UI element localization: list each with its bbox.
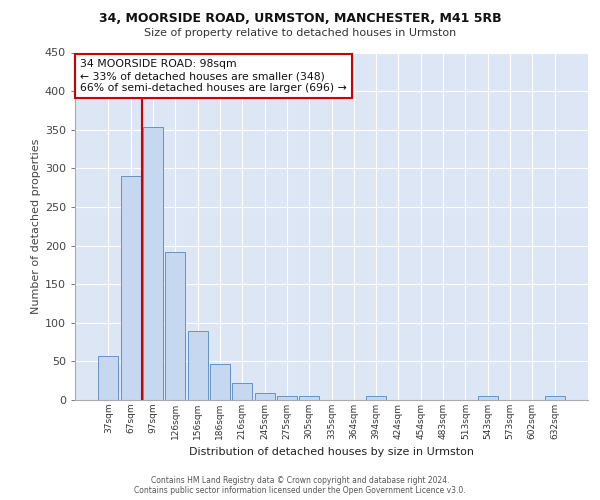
Bar <box>254 393 275 400</box>
Text: 34 MOORSIDE ROAD: 98sqm
← 33% of detached houses are smaller (348)
66% of semi-d: 34 MOORSIDE ROAD: 98sqm ← 33% of detache… <box>80 60 347 92</box>
Text: Size of property relative to detached houses in Urmston: Size of property relative to detached ho… <box>144 28 456 38</box>
Text: Contains HM Land Registry data © Crown copyright and database right 2024.
Contai: Contains HM Land Registry data © Crown c… <box>134 476 466 495</box>
Bar <box>98 356 118 400</box>
Bar <box>478 396 498 400</box>
X-axis label: Distribution of detached houses by size in Urmston: Distribution of detached houses by size … <box>189 448 474 458</box>
Bar <box>232 383 252 400</box>
Bar <box>121 176 141 400</box>
Bar <box>210 364 230 400</box>
Bar <box>545 396 565 400</box>
Y-axis label: Number of detached properties: Number of detached properties <box>31 138 41 314</box>
Bar <box>299 396 319 400</box>
Bar <box>188 330 208 400</box>
Text: 34, MOORSIDE ROAD, URMSTON, MANCHESTER, M41 5RB: 34, MOORSIDE ROAD, URMSTON, MANCHESTER, … <box>98 12 502 26</box>
Bar <box>143 128 163 400</box>
Bar <box>165 252 185 400</box>
Bar <box>277 396 297 400</box>
Bar <box>366 396 386 400</box>
